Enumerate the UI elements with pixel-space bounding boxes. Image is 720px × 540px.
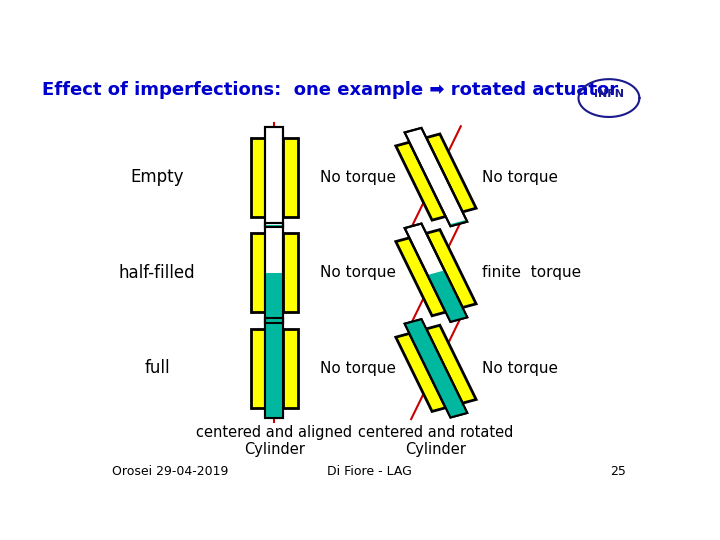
Text: Di Fiore - LAG: Di Fiore - LAG xyxy=(327,465,411,478)
Polygon shape xyxy=(405,128,467,226)
Polygon shape xyxy=(265,225,283,227)
Text: centered and rotated
Cylinder: centered and rotated Cylinder xyxy=(359,425,513,457)
Text: No torque: No torque xyxy=(320,265,396,280)
Polygon shape xyxy=(251,329,265,408)
Text: Effect of imperfections:  one example ➡ rotated actuator: Effect of imperfections: one example ➡ r… xyxy=(42,81,618,99)
Polygon shape xyxy=(265,127,283,227)
Text: full: full xyxy=(144,359,170,377)
Text: half-filled: half-filled xyxy=(119,264,195,282)
Polygon shape xyxy=(251,233,265,312)
Polygon shape xyxy=(251,138,265,217)
Text: No torque: No torque xyxy=(320,170,396,185)
Polygon shape xyxy=(396,142,446,220)
Polygon shape xyxy=(426,325,476,403)
Polygon shape xyxy=(265,223,283,322)
Text: finite  torque: finite torque xyxy=(482,265,581,280)
Polygon shape xyxy=(449,220,467,226)
Polygon shape xyxy=(426,230,476,308)
Polygon shape xyxy=(265,319,283,418)
Polygon shape xyxy=(396,238,446,316)
Text: No torque: No torque xyxy=(482,170,558,185)
Text: No torque: No torque xyxy=(320,361,396,376)
Polygon shape xyxy=(405,319,467,417)
Text: Orosei 29-04-2019: Orosei 29-04-2019 xyxy=(112,465,229,478)
Polygon shape xyxy=(426,134,476,212)
Polygon shape xyxy=(428,271,467,322)
Text: Empty: Empty xyxy=(130,168,184,186)
Text: centered and aligned
Cylinder: centered and aligned Cylinder xyxy=(196,425,352,457)
Polygon shape xyxy=(405,319,467,417)
Polygon shape xyxy=(396,334,446,411)
Text: No torque: No torque xyxy=(482,361,558,376)
Polygon shape xyxy=(265,273,283,322)
Polygon shape xyxy=(405,224,467,322)
Polygon shape xyxy=(265,319,283,418)
Polygon shape xyxy=(283,233,297,312)
Text: 25: 25 xyxy=(610,465,626,478)
Polygon shape xyxy=(283,138,297,217)
Polygon shape xyxy=(283,329,297,408)
